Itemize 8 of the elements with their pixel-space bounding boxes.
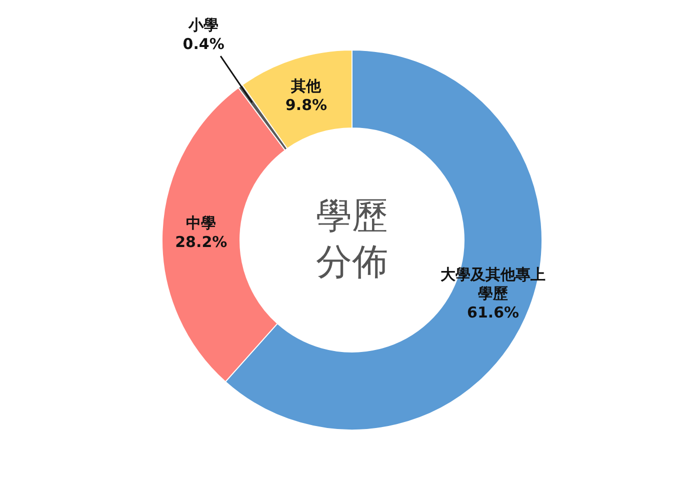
data-label: 0.4% [182,35,224,54]
slice-label: 小學 [187,16,220,36]
data-label: 61.6% [466,303,520,322]
slice-label: 其他 [290,77,322,96]
text: 學歷分佈 [315,195,389,285]
data-label: 28.2% [175,233,228,252]
slice-label: 中學 [185,214,218,234]
data-label: 9.8% [285,96,328,116]
